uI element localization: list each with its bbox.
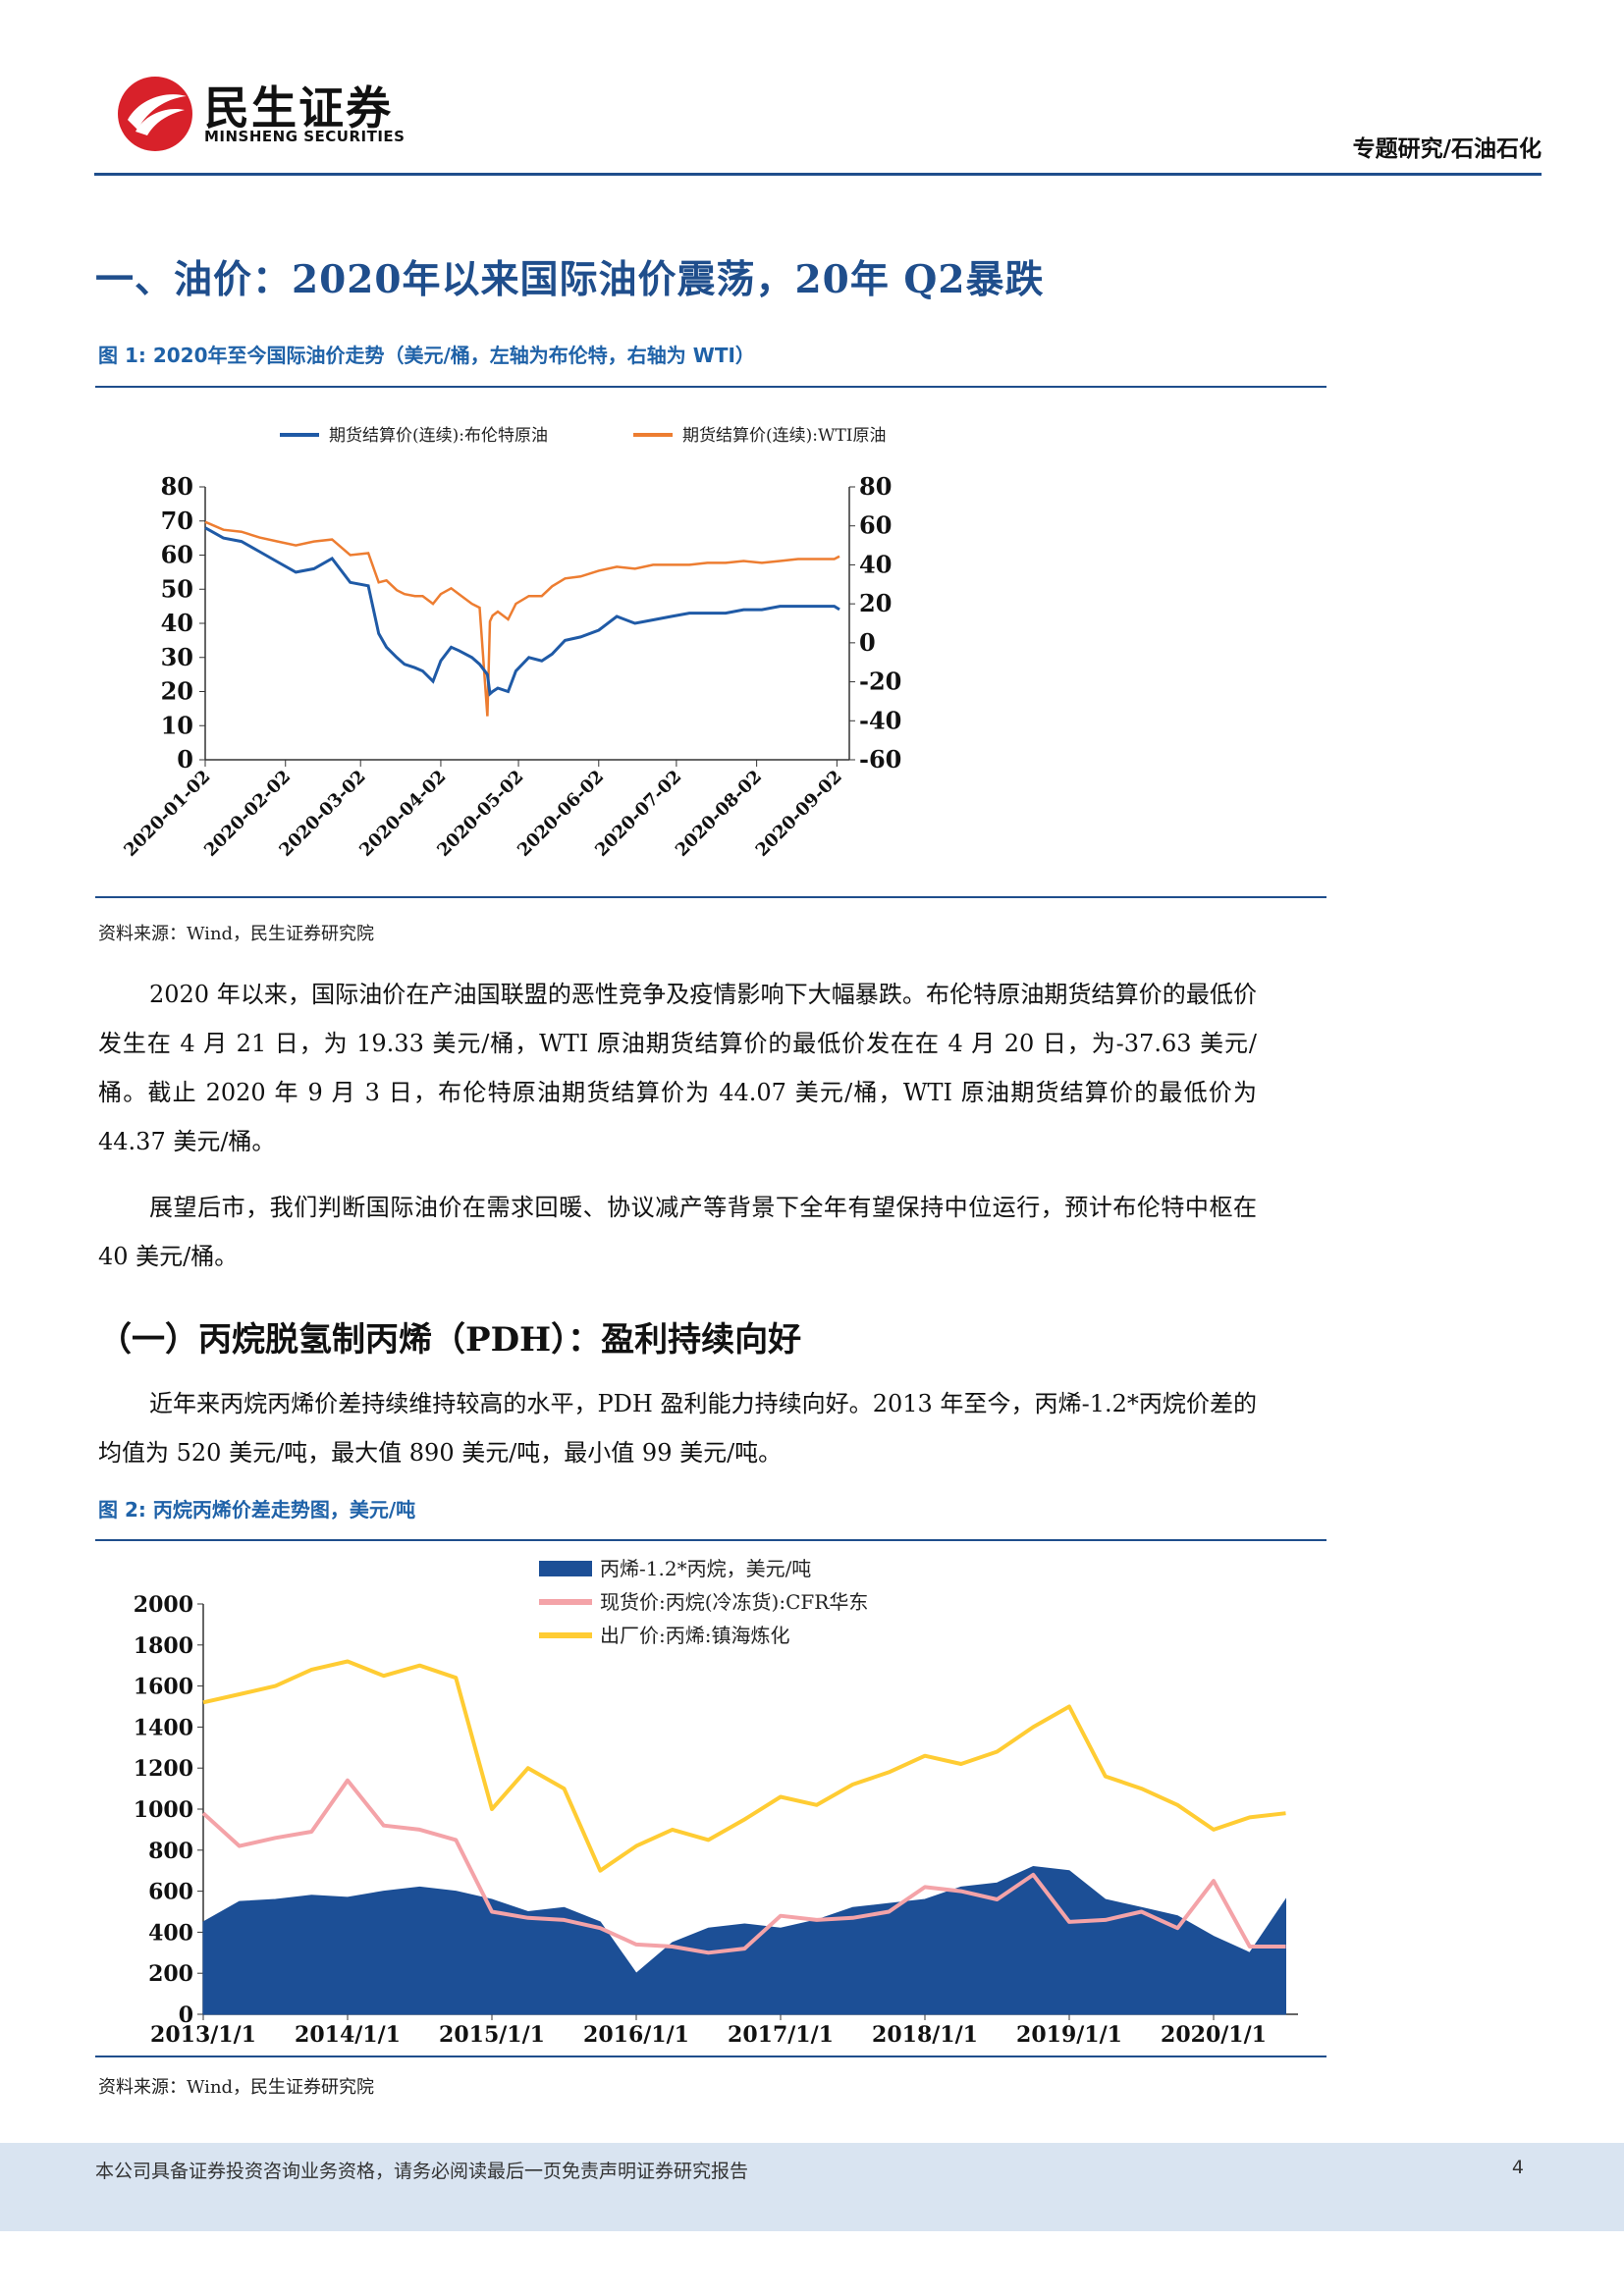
y-tick-label: 1800 [134, 1633, 193, 1659]
legend-label-0: 丙烯-1.2*丙烷，美元/吨 [600, 1557, 811, 1580]
figure1-bottom-rule [95, 896, 1326, 898]
right-tick-label: 40 [859, 550, 892, 578]
x-tick-label: 2014/1/1 [295, 2022, 401, 2048]
footer-disclaimer: 本公司具备证券投资咨询业务资格，请务必阅读最后一页免责声明证券研究报告 [95, 2161, 749, 2182]
subsection-heading: （一）丙烷脱氢制丙烯（PDH）：盈利持续向好 [98, 1320, 802, 1360]
y-tick-label: 0 [179, 2002, 193, 2028]
x-tick-label: 2020-09-02 [752, 767, 846, 861]
paragraph-pdh: 近年来丙烷丙烯价差持续维持较高的水平，PDH 盈利能力持续向好。2013 年至今… [98, 1390, 1257, 1467]
legend-label-0: 期货结算价(连续):布伦特原油 [329, 426, 548, 446]
series-propylene [202, 1659, 1286, 1873]
figure1-source: 资料来源：Wind，民生证券研究院 [98, 924, 375, 944]
y-tick-label: 1400 [134, 1715, 193, 1740]
x-tick-label: 2020/1/1 [1161, 2022, 1267, 2048]
right-tick-label: 0 [859, 628, 876, 657]
propane-propylene-chart: 丙烯-1.2*丙烷，美元/吨现货价:丙烷(冷冻货):CFR华东出厂价:丙烯:镇海… [134, 1557, 1298, 2048]
right-tick-label: -60 [859, 745, 901, 774]
x-tick-label: 2015/1/1 [439, 2022, 545, 2048]
legend-label-1: 期货结算价(连续):WTI原油 [682, 426, 887, 446]
figure2-caption: 图 2: 丙烷丙烯价差走势图，美元/吨 [98, 1498, 416, 1522]
legend-swatch-0 [539, 1561, 592, 1576]
series-propane [201, 1778, 1286, 1955]
right-tick-label: 80 [859, 472, 892, 501]
y-tick-label: 800 [148, 1839, 193, 1864]
logo-icon [118, 77, 192, 151]
logo: 民生证券 MINSHENG SECURITIES [116, 69, 450, 157]
y-tick-label: 200 [148, 1961, 193, 1987]
page-number: 4 [1511, 2157, 1524, 2178]
series-brent [204, 526, 840, 697]
logo-en: MINSHENG SECURITIES [204, 128, 406, 145]
x-tick-label: 2016/1/1 [583, 2022, 689, 2048]
paragraph-oil-outlook: 展望后市，我们判断国际油价在需求回暖、协议减产等背景下全年有望保持中位运行，预计… [98, 1194, 1257, 1270]
x-tick-label: 2013/1/1 [150, 2022, 256, 2048]
figure2-top-rule [95, 1539, 1326, 1541]
section-breadcrumb: 专题研究/石油石化 [1352, 136, 1542, 162]
legend-label-2: 出厂价:丙烯:镇海炼化 [600, 1624, 789, 1647]
y-tick-label: 1000 [134, 1797, 193, 1823]
header-divider [94, 173, 1542, 176]
y-tick-label: 400 [148, 1920, 193, 1946]
series-wti [204, 520, 840, 717]
right-tick-label: -40 [859, 706, 901, 734]
legend-label-1: 现货价:丙烷(冷冻货):CFR华东 [600, 1590, 868, 1614]
y-tick-label: 1600 [134, 1675, 193, 1700]
figure1-top-rule [95, 386, 1326, 388]
y-tick-label: 600 [148, 1880, 193, 1905]
right-tick-label: 60 [859, 511, 892, 540]
figure1-caption: 图 1: 2020年至今国际油价走势（美元/桶，左轴为布伦特，右轴为 WTI） [98, 344, 755, 367]
left-tick-label: 50 [161, 574, 193, 603]
left-tick-label: 30 [161, 643, 193, 671]
left-tick-label: 40 [161, 609, 193, 637]
footer-bar [0, 2143, 1624, 2231]
y-tick-label: 2000 [134, 1592, 193, 1618]
figure2-bottom-rule [95, 2056, 1326, 2057]
left-tick-label: 0 [177, 745, 193, 774]
left-tick-label: 60 [161, 541, 193, 569]
x-tick-label: 2019/1/1 [1016, 2022, 1122, 2048]
figure2-source: 资料来源：Wind，民生证券研究院 [98, 2077, 375, 2098]
right-tick-label: -20 [859, 667, 901, 696]
left-tick-label: 80 [161, 472, 193, 501]
y-tick-label: 1200 [134, 1756, 193, 1782]
paragraph-oil-review: 2020 年以来，国际油价在产油国联盟的恶性竞争及疫情影响下大幅暴跌。布伦特原油… [98, 981, 1257, 1155]
section-heading: 一、油价：2020年以来国际油价震荡，20年 Q2暴跌 [95, 257, 1045, 302]
left-tick-label: 10 [161, 711, 193, 739]
logo-cn: 民生证券 [204, 81, 393, 134]
series-spread-area [202, 1865, 1286, 2015]
oil-price-chart: 期货结算价(连续):布伦特原油 期货结算价(连续):WTI原油 0 10 20 30 40 5… [120, 426, 901, 861]
x-tick-label: 2018/1/1 [872, 2022, 978, 2048]
left-tick-label: 20 [161, 677, 193, 706]
right-tick-label: 20 [859, 589, 892, 617]
x-tick-label: 2017/1/1 [728, 2022, 834, 2048]
left-tick-label: 70 [161, 507, 193, 535]
